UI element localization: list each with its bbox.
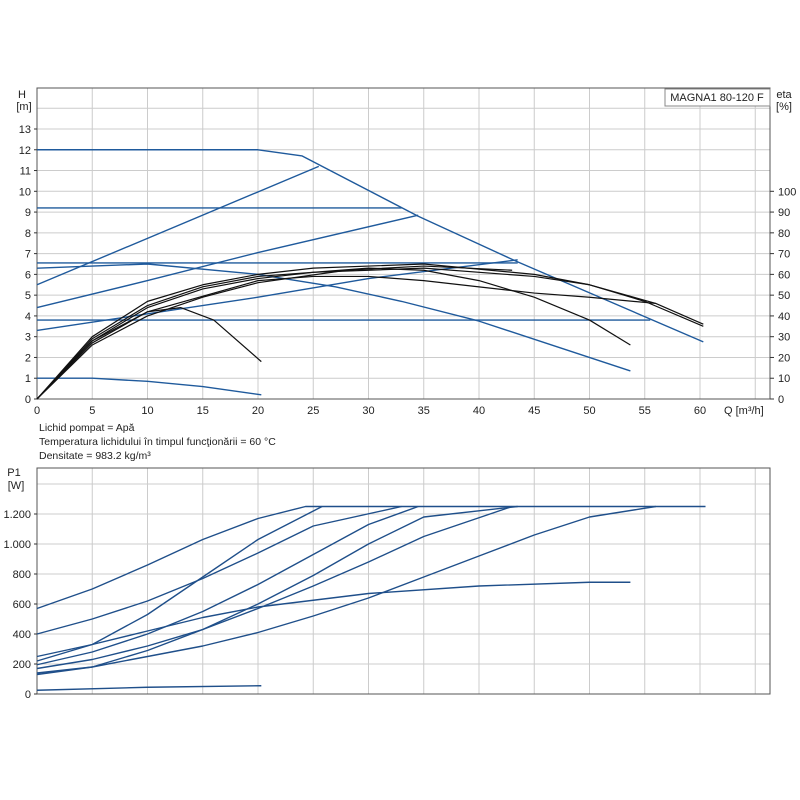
y-tick-label: 1.000: [3, 539, 31, 551]
efficiency-curve: [36, 265, 513, 400]
eta-tick-label: 60: [778, 269, 790, 281]
y-tick-label: 8: [25, 228, 31, 240]
eta-axis-label: eta: [776, 89, 792, 101]
plot-frame: [36, 467, 771, 695]
y-tick-label: 13: [19, 124, 31, 136]
eta-tick-label: 100: [778, 186, 796, 198]
efficiency-curve: [36, 263, 704, 400]
efficiency-curve: [36, 267, 704, 400]
eta-tick-label: 70: [778, 249, 790, 261]
eta-tick-label: 10: [778, 373, 790, 385]
x-tick-label: 20: [252, 405, 264, 417]
y-tick-label: 12: [19, 145, 31, 157]
y-axis-label: P1: [7, 467, 20, 479]
power-chart: 0 200 400 600 800 1.000 1.200 P1[W]: [3, 467, 771, 701]
power-curve: [36, 685, 262, 691]
power-curve: [36, 505, 419, 666]
y-tick-label: 2: [25, 352, 31, 364]
power-curve: [36, 505, 402, 635]
eta-tick-label: 20: [778, 352, 790, 364]
liquid-label: Lichid pompat = Apă: [39, 422, 135, 434]
y-tick-label: 400: [13, 629, 31, 641]
x-tick-label: 25: [307, 405, 319, 417]
x-tick-label: 5: [89, 405, 95, 417]
x-tick-label: 15: [197, 405, 209, 417]
head-curve: [36, 214, 419, 309]
y-tick-label: 0: [25, 689, 31, 701]
y-tick-label: 11: [20, 166, 31, 178]
x-tick-label: 55: [639, 405, 651, 417]
title-box: [664, 88, 771, 107]
x-tick-label: 45: [528, 405, 540, 417]
eta-tick-label: 40: [778, 311, 790, 323]
temperature-label: Temperatura lichidului în timpul funcţio…: [39, 436, 276, 448]
head-curve: [37, 149, 704, 343]
x-tick-label: 50: [583, 405, 595, 417]
x-tick-label: 0: [34, 405, 40, 417]
y-axis-unit: [W]: [8, 480, 25, 492]
x-tick-label: 60: [694, 405, 706, 417]
efficiency-curve: [36, 307, 262, 400]
fluid-info: Lichid pompat = Apă Temperatura lichidul…: [39, 421, 276, 463]
x-tick-label: 40: [473, 405, 485, 417]
efficiency-curve: [36, 267, 631, 400]
eta-tick-label: 30: [778, 332, 790, 344]
y-tick-label: 0: [25, 394, 31, 406]
y-tick-label: 800: [13, 569, 31, 581]
y-tick-label: 9: [25, 207, 31, 219]
power-curve: [36, 505, 513, 670]
y-tick-label: 200: [13, 659, 31, 671]
y-tick-label: 1.200: [3, 509, 31, 521]
head-curve: [36, 263, 631, 372]
y-tick-label: 10: [19, 186, 31, 198]
eta-tick-label: 90: [778, 207, 790, 219]
power-curve: [36, 505, 656, 676]
eta-tick-label: 0: [778, 394, 784, 406]
head-efficiency-chart: 0 5 10 15 20 25 30 35 40 45 50 55 600123456789101112…: [16, 87, 796, 417]
y-tick-label: 6: [25, 269, 31, 281]
x-axis-label: Q [m³/h]: [724, 405, 764, 417]
y-tick-label: 3: [25, 332, 31, 344]
x-tick-label: 10: [141, 405, 153, 417]
y-tick-label: 7: [25, 249, 31, 261]
head-curve: [37, 377, 262, 396]
power-curve: [36, 505, 706, 610]
y-axis-unit: [m]: [16, 101, 31, 113]
y-tick-label: 600: [13, 599, 31, 611]
eta-axis-unit: [%]: [776, 101, 792, 113]
plot-frame: [36, 87, 771, 400]
y-tick-label: 4: [25, 311, 31, 323]
eta-tick-label: 80: [778, 228, 790, 240]
head-curve: [36, 165, 320, 286]
y-tick-label: 5: [25, 290, 31, 302]
x-tick-label: 30: [362, 405, 374, 417]
efficiency-curve: [36, 275, 656, 400]
power-curve: [36, 505, 518, 674]
density-label: Densitate = 983.2 kg/m³: [39, 450, 151, 462]
y-axis-label: H: [18, 89, 26, 101]
eta-tick-label: 50: [778, 290, 790, 302]
power-curve: [36, 505, 323, 662]
chart-title: MAGNA1 80-120 F: [670, 92, 764, 104]
y-tick-label: 1: [25, 373, 31, 385]
power-curve: [36, 581, 631, 658]
x-tick-label: 35: [418, 405, 430, 417]
